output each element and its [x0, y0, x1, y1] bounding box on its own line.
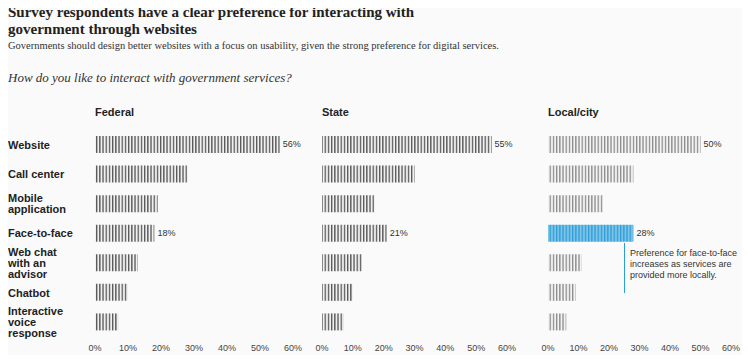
svg-text:50%: 50%: [691, 343, 709, 353]
html-text:Preference for face-to-face in: Preference for face-to-face increases as…: [630, 248, 738, 280]
html-text:State: State: [322, 106, 349, 118]
svg-text:Website: Website: [8, 139, 50, 151]
svg-text:60%: 60%: [284, 343, 302, 353]
html-text:How do you like to interact wi: How do you like to interact with governm…: [8, 70, 292, 85]
svg-text:30%: 30%: [630, 343, 648, 353]
html-text:Survey respondents have a clea: Survey respondents have a clear preferen…: [8, 4, 415, 37]
svg-text:0%: 0%: [88, 343, 101, 353]
svg-text:0%: 0%: [541, 343, 554, 353]
html-text:Governments should design bett: Governments should design better website…: [8, 40, 499, 51]
svg-text:Interactivevoiceresponse: Interactivevoiceresponse: [8, 305, 63, 339]
svg-text:60%: 60%: [498, 343, 516, 353]
svg-text:Call center: Call center: [8, 168, 65, 180]
svg-text:Web chatwith anadvisor: Web chatwith anadvisor: [8, 246, 57, 280]
svg-text:50%: 50%: [467, 343, 485, 353]
svg-text:40%: 40%: [218, 343, 236, 353]
svg-text:0%: 0%: [315, 343, 328, 353]
html-text:Federal: Federal: [95, 106, 135, 118]
svg-text:50%: 50%: [251, 343, 269, 353]
svg-text:40%: 40%: [661, 343, 679, 353]
svg-text:10%: 10%: [569, 343, 587, 353]
svg-text:20%: 20%: [375, 343, 393, 353]
svg-text:55%: 55%: [495, 139, 513, 149]
svg-text:28%: 28%: [636, 228, 654, 238]
svg-text:20%: 20%: [600, 343, 618, 353]
svg-text:Mobileapplication: Mobileapplication: [8, 192, 66, 215]
svg-text:20%: 20%: [152, 343, 170, 353]
svg-text:40%: 40%: [436, 343, 454, 353]
svg-text:Face-to-face: Face-to-face: [8, 227, 73, 239]
svg-text:30%: 30%: [185, 343, 203, 353]
svg-text:Chatbot: Chatbot: [8, 287, 50, 299]
svg-text:10%: 10%: [344, 343, 362, 353]
svg-text:10%: 10%: [119, 343, 137, 353]
svg-text:60%: 60%: [722, 343, 740, 353]
svg-text:56%: 56%: [283, 139, 301, 149]
svg-text:18%: 18%: [157, 228, 175, 238]
svg-text:21%: 21%: [390, 228, 408, 238]
svg-text:50%: 50%: [704, 139, 722, 149]
html-text:Local/city: Local/city: [548, 106, 599, 118]
svg-text:30%: 30%: [405, 343, 423, 353]
